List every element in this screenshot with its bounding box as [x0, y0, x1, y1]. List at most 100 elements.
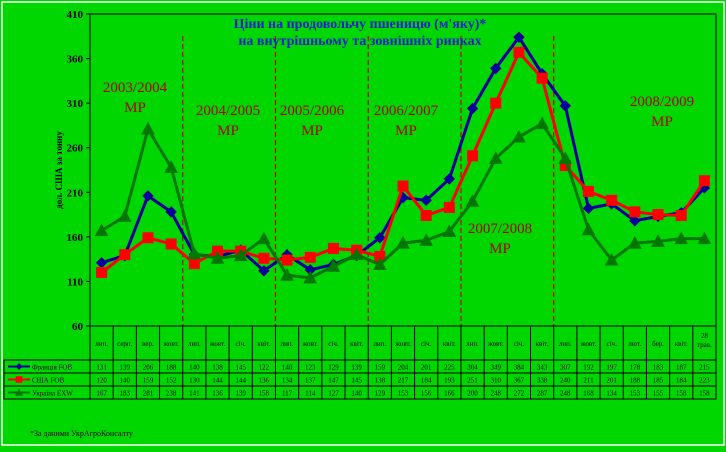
data-point: [15, 376, 23, 383]
table-value: 201: [421, 364, 432, 372]
category-label: 28: [701, 332, 709, 340]
table-value: 114: [305, 390, 316, 398]
table-value: 211: [583, 377, 594, 385]
table-value: 134: [282, 377, 293, 385]
data-point: [142, 232, 154, 244]
season-label: 2006/2007: [374, 103, 439, 119]
table-value: 139: [351, 364, 362, 372]
table-value: 129: [375, 390, 386, 398]
data-point: [96, 267, 108, 279]
data-point: [233, 248, 248, 262]
category-label: вер.: [142, 340, 154, 348]
table-value: 122: [259, 364, 270, 372]
table-value: 248: [560, 390, 571, 398]
category-label: лип.: [281, 340, 294, 348]
table-value: 349: [490, 364, 501, 372]
category-label: жовт.: [394, 340, 411, 348]
table-value: 225: [444, 364, 455, 372]
category-label: бер.: [652, 340, 664, 348]
table-value: 248: [490, 390, 501, 398]
category-label: жовт.: [301, 340, 318, 348]
table-value: 281: [143, 390, 154, 398]
table-value: 158: [259, 390, 270, 398]
data-point: [210, 251, 225, 264]
category-label: січ.: [236, 340, 247, 348]
table-value: 310: [490, 377, 501, 385]
category-label: січ.: [421, 340, 432, 348]
table-value: 217: [398, 377, 409, 385]
table-value: 201: [606, 377, 617, 385]
season-label: МР: [301, 123, 323, 139]
data-point: [258, 252, 270, 264]
table-value: 153: [630, 390, 641, 398]
data-point: [117, 209, 132, 222]
data-point: [629, 215, 641, 227]
table-value: 120: [96, 377, 107, 385]
category-label: січ.: [328, 340, 339, 348]
data-point: [582, 185, 594, 197]
data-point: [581, 222, 596, 236]
table-value: 215: [699, 364, 710, 372]
data-point: [628, 236, 642, 249]
table-value: 184: [421, 377, 432, 385]
y-tick-label: 360: [67, 54, 84, 66]
data-point: [606, 194, 618, 206]
table-value: 238: [166, 390, 177, 398]
season-label: МР: [395, 123, 417, 139]
table-value: 159: [375, 364, 386, 372]
table-value: 185: [653, 377, 664, 385]
table-value: 188: [166, 364, 177, 372]
data-point: [349, 247, 364, 261]
table-value: 129: [328, 364, 339, 372]
category-label: лип.: [559, 340, 572, 348]
table-value: 343: [537, 364, 548, 372]
season-label: 2004/2005: [196, 103, 260, 119]
table-value: 153: [398, 390, 409, 398]
table-value: 139: [120, 364, 131, 372]
data-point: [536, 72, 548, 84]
data-point: [697, 231, 712, 245]
table-value: 338: [537, 377, 548, 385]
table-value: 184: [676, 377, 687, 385]
data-point: [165, 238, 177, 250]
data-point: [372, 257, 387, 270]
table-value: 188: [630, 377, 641, 385]
table-value: 147: [328, 377, 339, 385]
table-value: 192: [583, 364, 594, 372]
table-value: 145: [351, 377, 362, 385]
data-point: [420, 194, 432, 207]
data-point: [490, 62, 502, 75]
table-value: 140: [282, 364, 293, 372]
data-point: [675, 209, 687, 221]
table-value: 139: [235, 390, 246, 398]
table-value: 145: [235, 364, 246, 372]
y-tick-label: 260: [67, 143, 84, 155]
data-point: [443, 173, 456, 185]
footnote: *За даними УкрАгроКонсалту: [30, 429, 133, 438]
category-label: лип.: [373, 340, 386, 348]
category-label: лип.: [95, 340, 108, 348]
table-value: 183: [653, 364, 664, 372]
table-value: 141: [189, 390, 200, 398]
table-value: 193: [444, 377, 455, 385]
table-value: 117: [282, 390, 293, 398]
table-value: 223: [699, 377, 710, 385]
data-point: [304, 251, 316, 263]
season-label: МР: [651, 114, 673, 130]
table-value: 134: [606, 390, 617, 398]
category-label: січ.: [607, 340, 618, 348]
season-label: МР: [217, 123, 239, 139]
plot-area: [89, 13, 717, 327]
chart-title: на внутрішньому та зовнішніх ринках: [238, 34, 481, 49]
data-point: [698, 175, 710, 187]
legend-label: Франція FOB: [32, 364, 72, 372]
data-point: [187, 246, 202, 260]
data-point: [513, 46, 525, 58]
data-point: [466, 102, 479, 115]
table-value: 144: [212, 377, 223, 385]
table-value: 152: [166, 377, 177, 385]
table-value: 183: [120, 390, 131, 398]
table-value: 131: [96, 364, 107, 372]
data-table: [89, 325, 717, 400]
